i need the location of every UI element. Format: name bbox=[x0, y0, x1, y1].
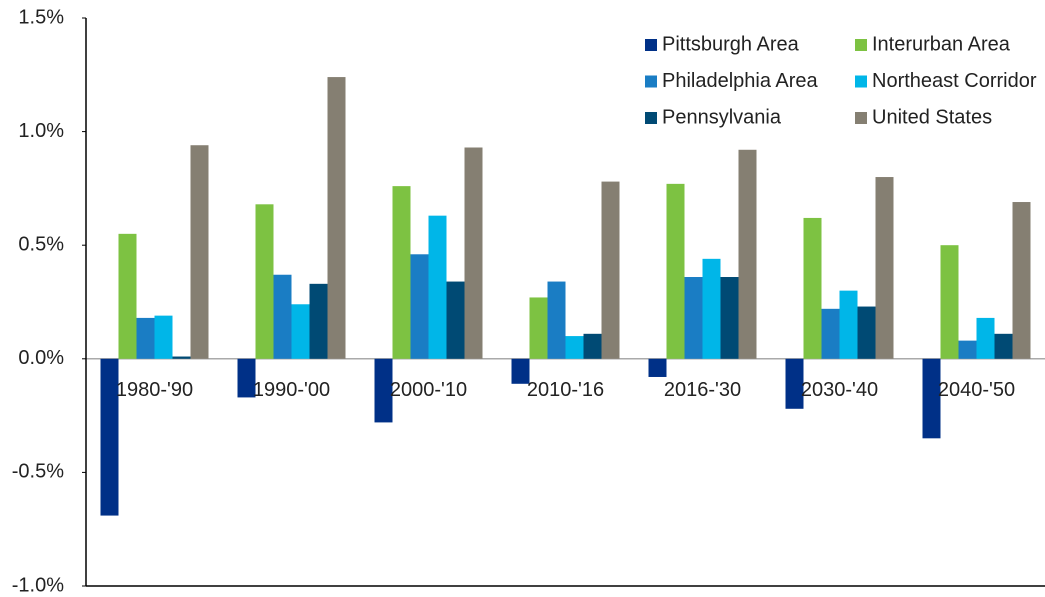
x-tick-label: 2030-'40 bbox=[801, 379, 878, 401]
bar bbox=[255, 204, 274, 359]
bar bbox=[190, 145, 209, 359]
bar bbox=[154, 315, 173, 359]
x-tick-label: 1990-'00 bbox=[253, 379, 330, 401]
bar bbox=[839, 290, 858, 359]
legend-label: Pittsburgh Area bbox=[662, 33, 800, 55]
bar bbox=[1012, 202, 1031, 359]
x-tick-label: 2000-'10 bbox=[390, 379, 467, 401]
bar bbox=[511, 358, 530, 384]
bar bbox=[374, 358, 393, 423]
bar bbox=[446, 281, 465, 359]
legend-swatch bbox=[855, 112, 867, 124]
bar bbox=[583, 333, 602, 359]
y-tick-label: 1.0% bbox=[18, 120, 64, 142]
bar bbox=[118, 233, 137, 359]
bar bbox=[702, 258, 721, 359]
bar bbox=[601, 181, 620, 359]
y-tick-label: -0.5% bbox=[12, 461, 64, 483]
bar bbox=[648, 358, 667, 377]
bar bbox=[738, 149, 757, 359]
bar bbox=[273, 274, 292, 359]
legend-label: Interurban Area bbox=[872, 33, 1011, 55]
y-tick-label: 0.5% bbox=[18, 233, 64, 255]
legend-swatch bbox=[645, 75, 657, 88]
bar bbox=[940, 245, 959, 359]
legend-label: Pennsylvania bbox=[662, 106, 782, 128]
y-tick-label: -1.0% bbox=[12, 574, 64, 596]
bar bbox=[464, 147, 483, 359]
bar bbox=[684, 277, 703, 359]
bar bbox=[100, 358, 119, 516]
bar bbox=[309, 283, 328, 359]
bar bbox=[976, 317, 995, 359]
legend-swatch bbox=[645, 39, 657, 51]
legend-swatch bbox=[855, 39, 867, 51]
bar bbox=[875, 177, 894, 359]
bar bbox=[291, 304, 310, 359]
bar bbox=[565, 336, 584, 359]
bar bbox=[327, 77, 346, 359]
bar bbox=[237, 358, 256, 398]
legend-label: Philadelphia Area bbox=[662, 70, 819, 92]
legend-label: United States bbox=[872, 106, 992, 128]
bar bbox=[136, 317, 155, 359]
bar bbox=[785, 358, 804, 409]
bar bbox=[547, 281, 566, 359]
x-tick-label: 2010-'16 bbox=[527, 379, 604, 401]
x-tick-label: 1980-'90 bbox=[116, 379, 193, 401]
bar bbox=[720, 277, 739, 359]
legend-label: Northeast Corridor bbox=[872, 70, 1037, 92]
x-tick-label: 2016-'30 bbox=[664, 379, 741, 401]
bar bbox=[857, 306, 876, 359]
bar bbox=[172, 356, 191, 359]
legend-swatch bbox=[645, 112, 657, 124]
bar bbox=[922, 358, 941, 439]
x-tick-label: 2040-'50 bbox=[938, 379, 1015, 401]
bar bbox=[994, 333, 1013, 359]
bar bbox=[821, 308, 840, 359]
bar bbox=[803, 217, 822, 359]
bar bbox=[958, 340, 977, 359]
bar bbox=[410, 254, 429, 359]
bar bbox=[392, 186, 411, 359]
bar bbox=[666, 183, 685, 359]
y-tick-label: 0.0% bbox=[18, 347, 64, 369]
bar bbox=[529, 297, 548, 359]
bar bbox=[428, 215, 447, 359]
legend-swatch bbox=[855, 75, 867, 88]
y-tick-label: 1.5% bbox=[18, 6, 64, 28]
